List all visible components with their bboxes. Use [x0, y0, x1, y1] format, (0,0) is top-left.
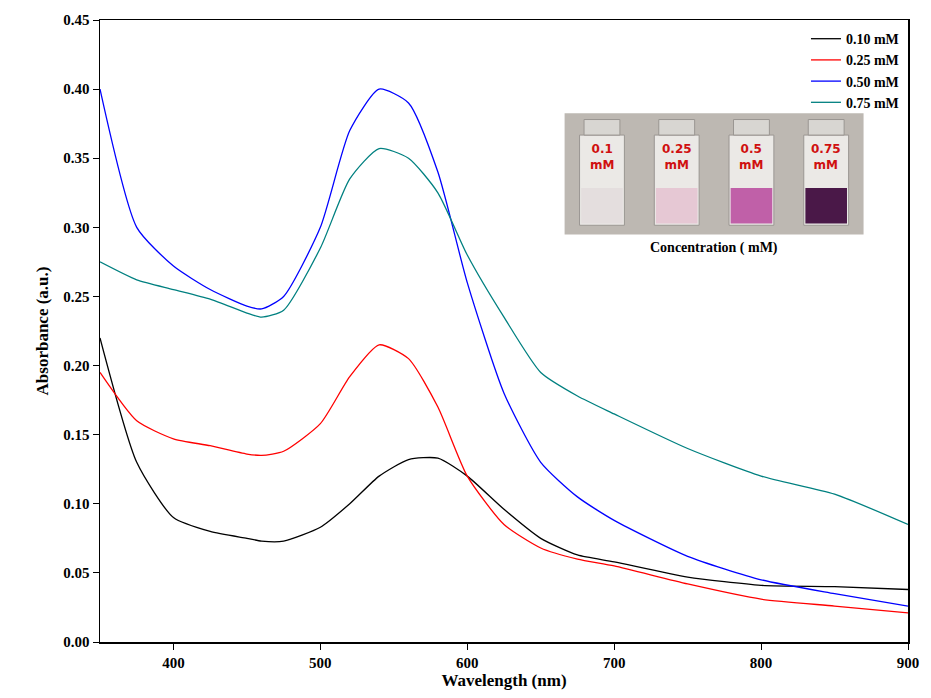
svg-text:800: 800	[750, 655, 773, 671]
svg-text:0.30: 0.30	[63, 220, 89, 236]
svg-text:0.15: 0.15	[63, 427, 89, 443]
svg-text:0.5mM: 0.5mM	[739, 142, 763, 172]
svg-text:500: 500	[309, 655, 332, 671]
svg-text:0.45: 0.45	[63, 12, 89, 28]
svg-text:0.75 mM: 0.75 mM	[846, 96, 899, 111]
svg-text:700: 700	[603, 655, 626, 671]
svg-text:0.35: 0.35	[63, 150, 89, 166]
svg-text:0.10: 0.10	[63, 496, 89, 512]
svg-text:0.1mM: 0.1mM	[590, 142, 614, 172]
svg-text:900: 900	[897, 655, 920, 671]
svg-text:0.40: 0.40	[63, 81, 89, 97]
svg-text:Concentration ( mM): Concentration ( mM)	[650, 240, 778, 256]
svg-text:400: 400	[162, 655, 185, 671]
svg-text:0.50 mM: 0.50 mM	[846, 75, 899, 90]
svg-text:0.20: 0.20	[63, 358, 89, 374]
svg-text:0.00: 0.00	[63, 634, 89, 650]
svg-text:0.25mM: 0.25mM	[662, 142, 692, 172]
svg-text:600: 600	[456, 655, 479, 671]
svg-text:0.25: 0.25	[63, 289, 89, 305]
svg-text:Absorbance (a.u.): Absorbance (a.u.)	[33, 267, 52, 396]
svg-text:Wavelength (nm): Wavelength (nm)	[441, 671, 566, 690]
svg-text:0.25 mM: 0.25 mM	[846, 53, 899, 68]
svg-text:0.05: 0.05	[63, 565, 89, 581]
svg-text:0.75mM: 0.75mM	[811, 142, 841, 172]
svg-text:0.10 mM: 0.10 mM	[846, 32, 899, 47]
